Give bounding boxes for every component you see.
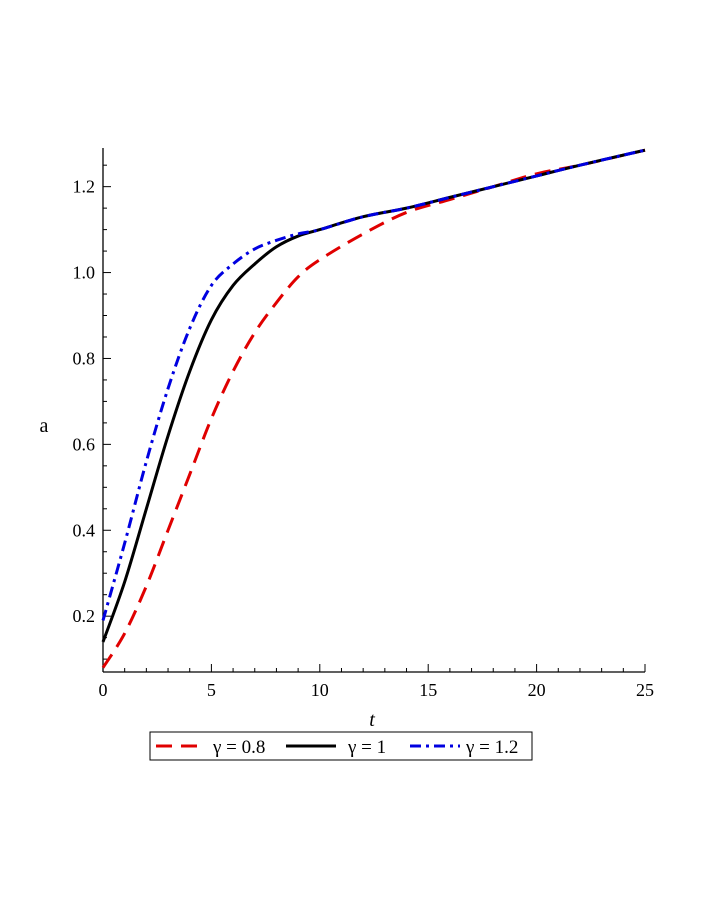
series-line-1 xyxy=(101,148,646,669)
x-tick-label: 5 xyxy=(207,680,216,700)
legend: γ = 0.8 γ = 1 γ = 1.2 xyxy=(149,731,533,761)
x-axis-ticks: 0 5 10 15 20 25 xyxy=(99,664,654,700)
legend-box xyxy=(149,731,533,761)
series-line-2 xyxy=(101,148,646,643)
y-tick-label: 1.2 xyxy=(73,177,96,197)
x-tick-label: 20 xyxy=(528,680,546,700)
x-tick-label: 15 xyxy=(419,680,437,700)
y-axis-label: a xyxy=(40,415,49,437)
y-tick-label: 0.4 xyxy=(73,520,96,540)
legend-label-3: γ = 1.2 xyxy=(465,737,518,758)
y-tick-label: 0.8 xyxy=(73,348,96,368)
axes xyxy=(102,148,645,673)
y-tick-label: 0.6 xyxy=(73,434,96,454)
y-tick-label: 0.2 xyxy=(73,606,96,626)
y-axis-ticks: 0.2 0.4 0.6 0.8 1.0 1.2 xyxy=(73,164,111,660)
series-layer xyxy=(101,148,646,669)
x-tick-label: 10 xyxy=(311,680,329,700)
series-line-3 xyxy=(101,148,646,621)
x-tick-label: 25 xyxy=(636,680,654,700)
x-tick-label: 0 xyxy=(99,680,108,700)
legend-label-1: γ = 0.8 xyxy=(212,737,265,758)
y-tick-label: 1.0 xyxy=(73,263,96,283)
x-axis-label: t xyxy=(369,709,375,731)
legend-label-2: γ = 1 xyxy=(347,737,386,758)
